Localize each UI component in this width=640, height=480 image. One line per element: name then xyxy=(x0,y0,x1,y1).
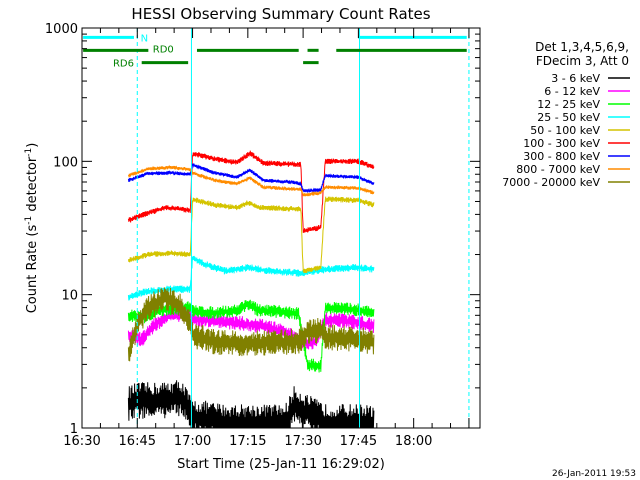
x-tick-label-2: 17:00 xyxy=(174,434,211,449)
series-line-3 xyxy=(127,255,375,301)
timestamp: 26-Jan-2011 19:53 xyxy=(552,469,636,479)
x-axis: 16:30 16:45 17:00 17:15 17:30 17:45 18:00 xyxy=(63,28,470,449)
plot-area: N RD0 RD6 16:30 16:45 17:00 17:15 17:30 17:45 18:… xyxy=(45,22,481,449)
legend-header-line-2: FDecim 3, Att 0 xyxy=(536,54,629,68)
x-tick-label-0: 16:30 xyxy=(63,434,100,449)
y-tick-label-1: 10 xyxy=(61,289,78,304)
series-line-7 xyxy=(127,164,375,197)
flag-label-n: N xyxy=(141,33,148,44)
y-tick-label-3: 1000 xyxy=(45,22,78,37)
y-axis-label-sup1: -1 xyxy=(24,216,34,225)
legend-label-4: 50 - 100 keV xyxy=(530,124,600,137)
legend-label-7: 800 - 7000 keV xyxy=(516,163,600,176)
x-tick-label-6: 18:00 xyxy=(395,434,432,449)
x-tick-label-1: 16:45 xyxy=(119,434,156,449)
legend-header-line-1: Det 1,3,4,5,6,9, xyxy=(535,40,629,54)
y-axis-label-end: ) xyxy=(25,143,40,148)
y-axis-label-mid: detector xyxy=(25,156,40,216)
legend: Det 1,3,4,5,6,9, FDecim 3, Att 0 3 - 6 k… xyxy=(502,40,630,189)
y-tick-label-0: 1 xyxy=(70,422,78,437)
x-axis-label: Start Time (25-Jan-11 16:29:02) xyxy=(177,457,385,472)
legend-label-8: 7000 - 20000 keV xyxy=(502,176,600,189)
legend-label-2: 12 - 25 keV xyxy=(537,98,600,111)
series-line-2 xyxy=(127,299,375,373)
legend-label-5: 100 - 300 keV xyxy=(523,137,600,150)
legend-label-3: 25 - 50 keV xyxy=(537,111,600,124)
series-line-1 xyxy=(127,307,375,350)
y-tick-label-2: 100 xyxy=(53,155,78,170)
series-line-6 xyxy=(127,163,375,194)
y-axis: 1 10 100 1000 xyxy=(45,22,480,437)
series-line-8 xyxy=(127,287,375,362)
chart-title: HESSI Observing Summary Count Rates xyxy=(131,5,430,23)
series-line-4 xyxy=(127,196,375,274)
y-axis-label: Count Rate (s-1 detector-1) xyxy=(24,143,40,314)
legend-label-6: 300 - 800 keV xyxy=(523,150,600,163)
flag-label-rd6: RD6 xyxy=(113,59,134,70)
series-line-5 xyxy=(127,150,375,233)
x-tick-label-4: 17:30 xyxy=(284,434,321,449)
flag-label-rd0: RD0 xyxy=(153,44,174,55)
y-axis-label-main: Count Rate (s xyxy=(25,225,40,314)
legend-label-0: 3 - 6 keV xyxy=(551,72,600,85)
series-line-0 xyxy=(127,380,375,429)
x-tick-label-3: 17:15 xyxy=(229,434,266,449)
plot-frame xyxy=(81,27,481,429)
x-tick-label-5: 17:45 xyxy=(340,434,377,449)
y-axis-label-sup2: -1 xyxy=(24,148,34,157)
legend-label-1: 6 - 12 keV xyxy=(544,85,600,98)
